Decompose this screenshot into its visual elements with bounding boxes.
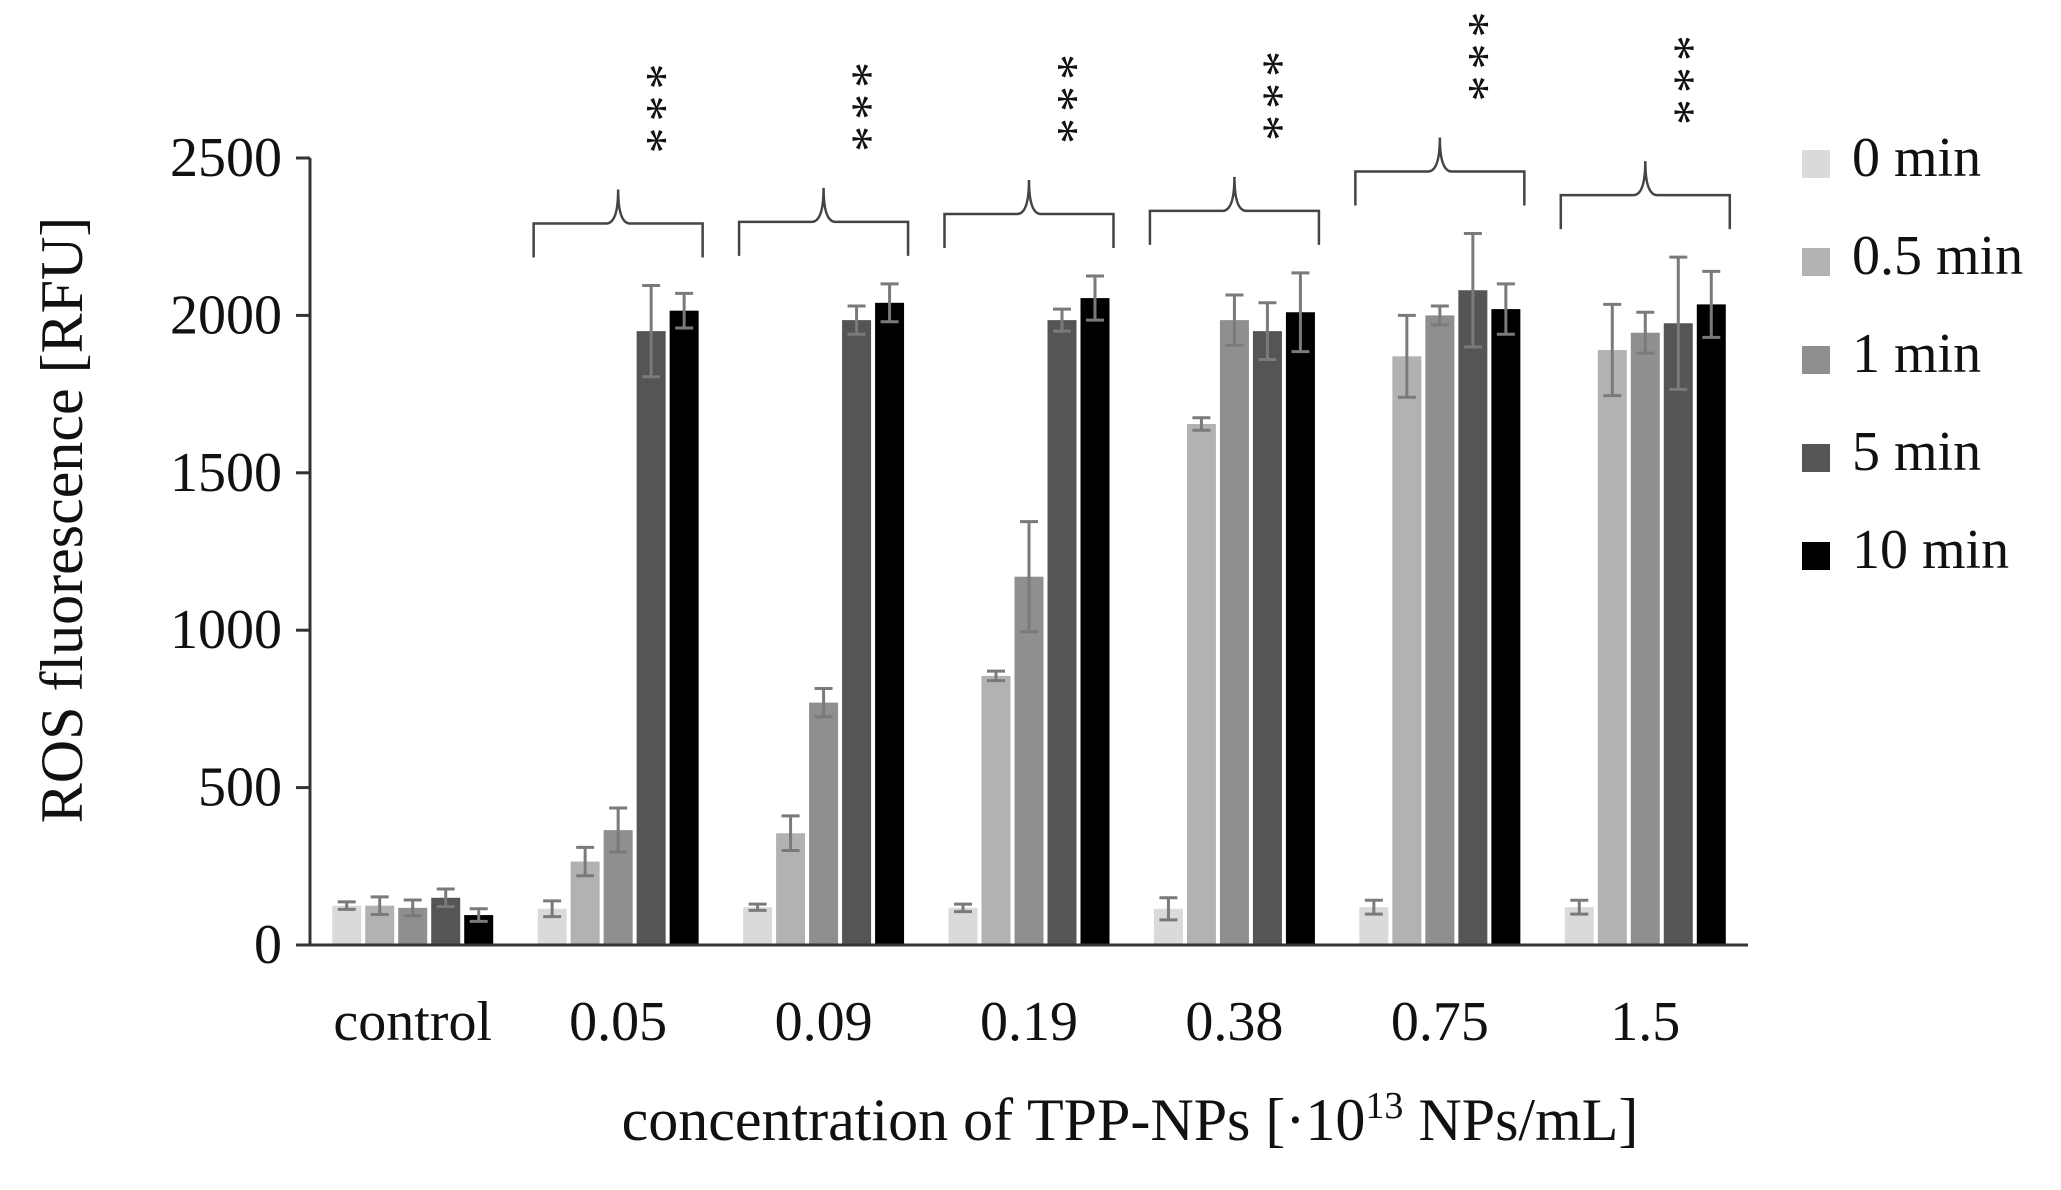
significance-bracket: [737, 187, 910, 256]
x-axis-title-suffix: NPs/mL]: [1403, 1087, 1638, 1153]
bar: [875, 302, 905, 946]
bar: [1186, 424, 1216, 946]
y-tick-label: 1000: [170, 599, 282, 661]
bar: [332, 905, 362, 945]
x-axis-title-prefix: concentration of TPP-NPs [·10: [622, 1087, 1366, 1153]
significance-marker: ***: [620, 63, 677, 159]
bar: [1491, 309, 1521, 945]
bar: [948, 907, 978, 945]
legend-swatch: [1802, 248, 1830, 276]
x-tick-label: 0.09: [775, 991, 873, 1053]
axes-layer: 0 500 1000 1500 2000 2500 control 0.05 0.09 0.19 0…: [170, 127, 1748, 1053]
significance-bracket: [1559, 161, 1732, 230]
legend-swatch: [1802, 150, 1830, 178]
bar: [1392, 356, 1422, 946]
y-tick-label: 2000: [170, 284, 282, 346]
bar: [809, 702, 839, 945]
significance-bracket: [1354, 137, 1526, 206]
significance-bracket: [532, 189, 704, 258]
bar: [1597, 350, 1627, 945]
bar: [1014, 576, 1044, 945]
bar: [1630, 332, 1660, 945]
bar: [1425, 315, 1455, 945]
bar: [669, 310, 699, 946]
significance-layer: *** *** *** *** *** ***: [532, 12, 1732, 258]
x-axis-title: concentration of TPP-NPs [·1013 NPs/mL]: [622, 1085, 1639, 1153]
x-axis-title-exponent: 13: [1365, 1085, 1403, 1127]
legend-swatch: [1802, 542, 1830, 570]
y-tick-label: 500: [198, 757, 282, 819]
bar: [842, 320, 872, 945]
y-tick-label: 2500: [170, 127, 282, 189]
x-tick-label: 1.5: [1610, 991, 1680, 1053]
legend: 0 min 0.5 min 1 min 5 min 10 min: [1802, 127, 2023, 581]
legend-label: 5 min: [1852, 421, 1981, 483]
y-axis-title: ROS fluorescence [RFU]: [29, 217, 95, 824]
bar: [1219, 320, 1249, 945]
error-bars-layer: [337, 232, 1721, 923]
legend-swatch: [1802, 444, 1830, 472]
bar: [1252, 331, 1282, 945]
significance-marker: ***: [1442, 12, 1499, 108]
bar: [1285, 312, 1315, 945]
legend-label: 0.5 min: [1852, 225, 2023, 287]
significance-marker: ***: [1031, 54, 1088, 150]
significance-marker: ***: [826, 62, 883, 158]
x-tick-label: 0.05: [569, 991, 667, 1053]
significance-bracket: [1148, 176, 1321, 245]
bars-layer: [332, 290, 1726, 946]
bar: [1663, 323, 1693, 945]
legend-label: 10 min: [1852, 519, 2009, 581]
y-tick-label: 0: [254, 914, 282, 976]
significance-marker: ***: [1236, 51, 1293, 147]
bar: [1080, 298, 1110, 945]
x-tick-label: 0.38: [1185, 991, 1283, 1053]
legend-swatch: [1802, 346, 1830, 374]
significance-bracket: [943, 180, 1115, 249]
bar: [1047, 320, 1077, 945]
bar: [1458, 290, 1488, 945]
x-tick-label: 0.75: [1391, 991, 1489, 1053]
bar: [981, 675, 1011, 945]
legend-label: 1 min: [1852, 323, 1981, 385]
x-tick-label: control: [333, 991, 492, 1053]
bar: [636, 331, 666, 945]
y-tick-label: 1500: [170, 442, 282, 504]
legend-label: 0 min: [1852, 127, 1981, 189]
significance-marker: ***: [1647, 35, 1704, 131]
bar: [1696, 304, 1726, 946]
bar: [743, 907, 773, 945]
x-tick-label: 0.19: [980, 991, 1078, 1053]
